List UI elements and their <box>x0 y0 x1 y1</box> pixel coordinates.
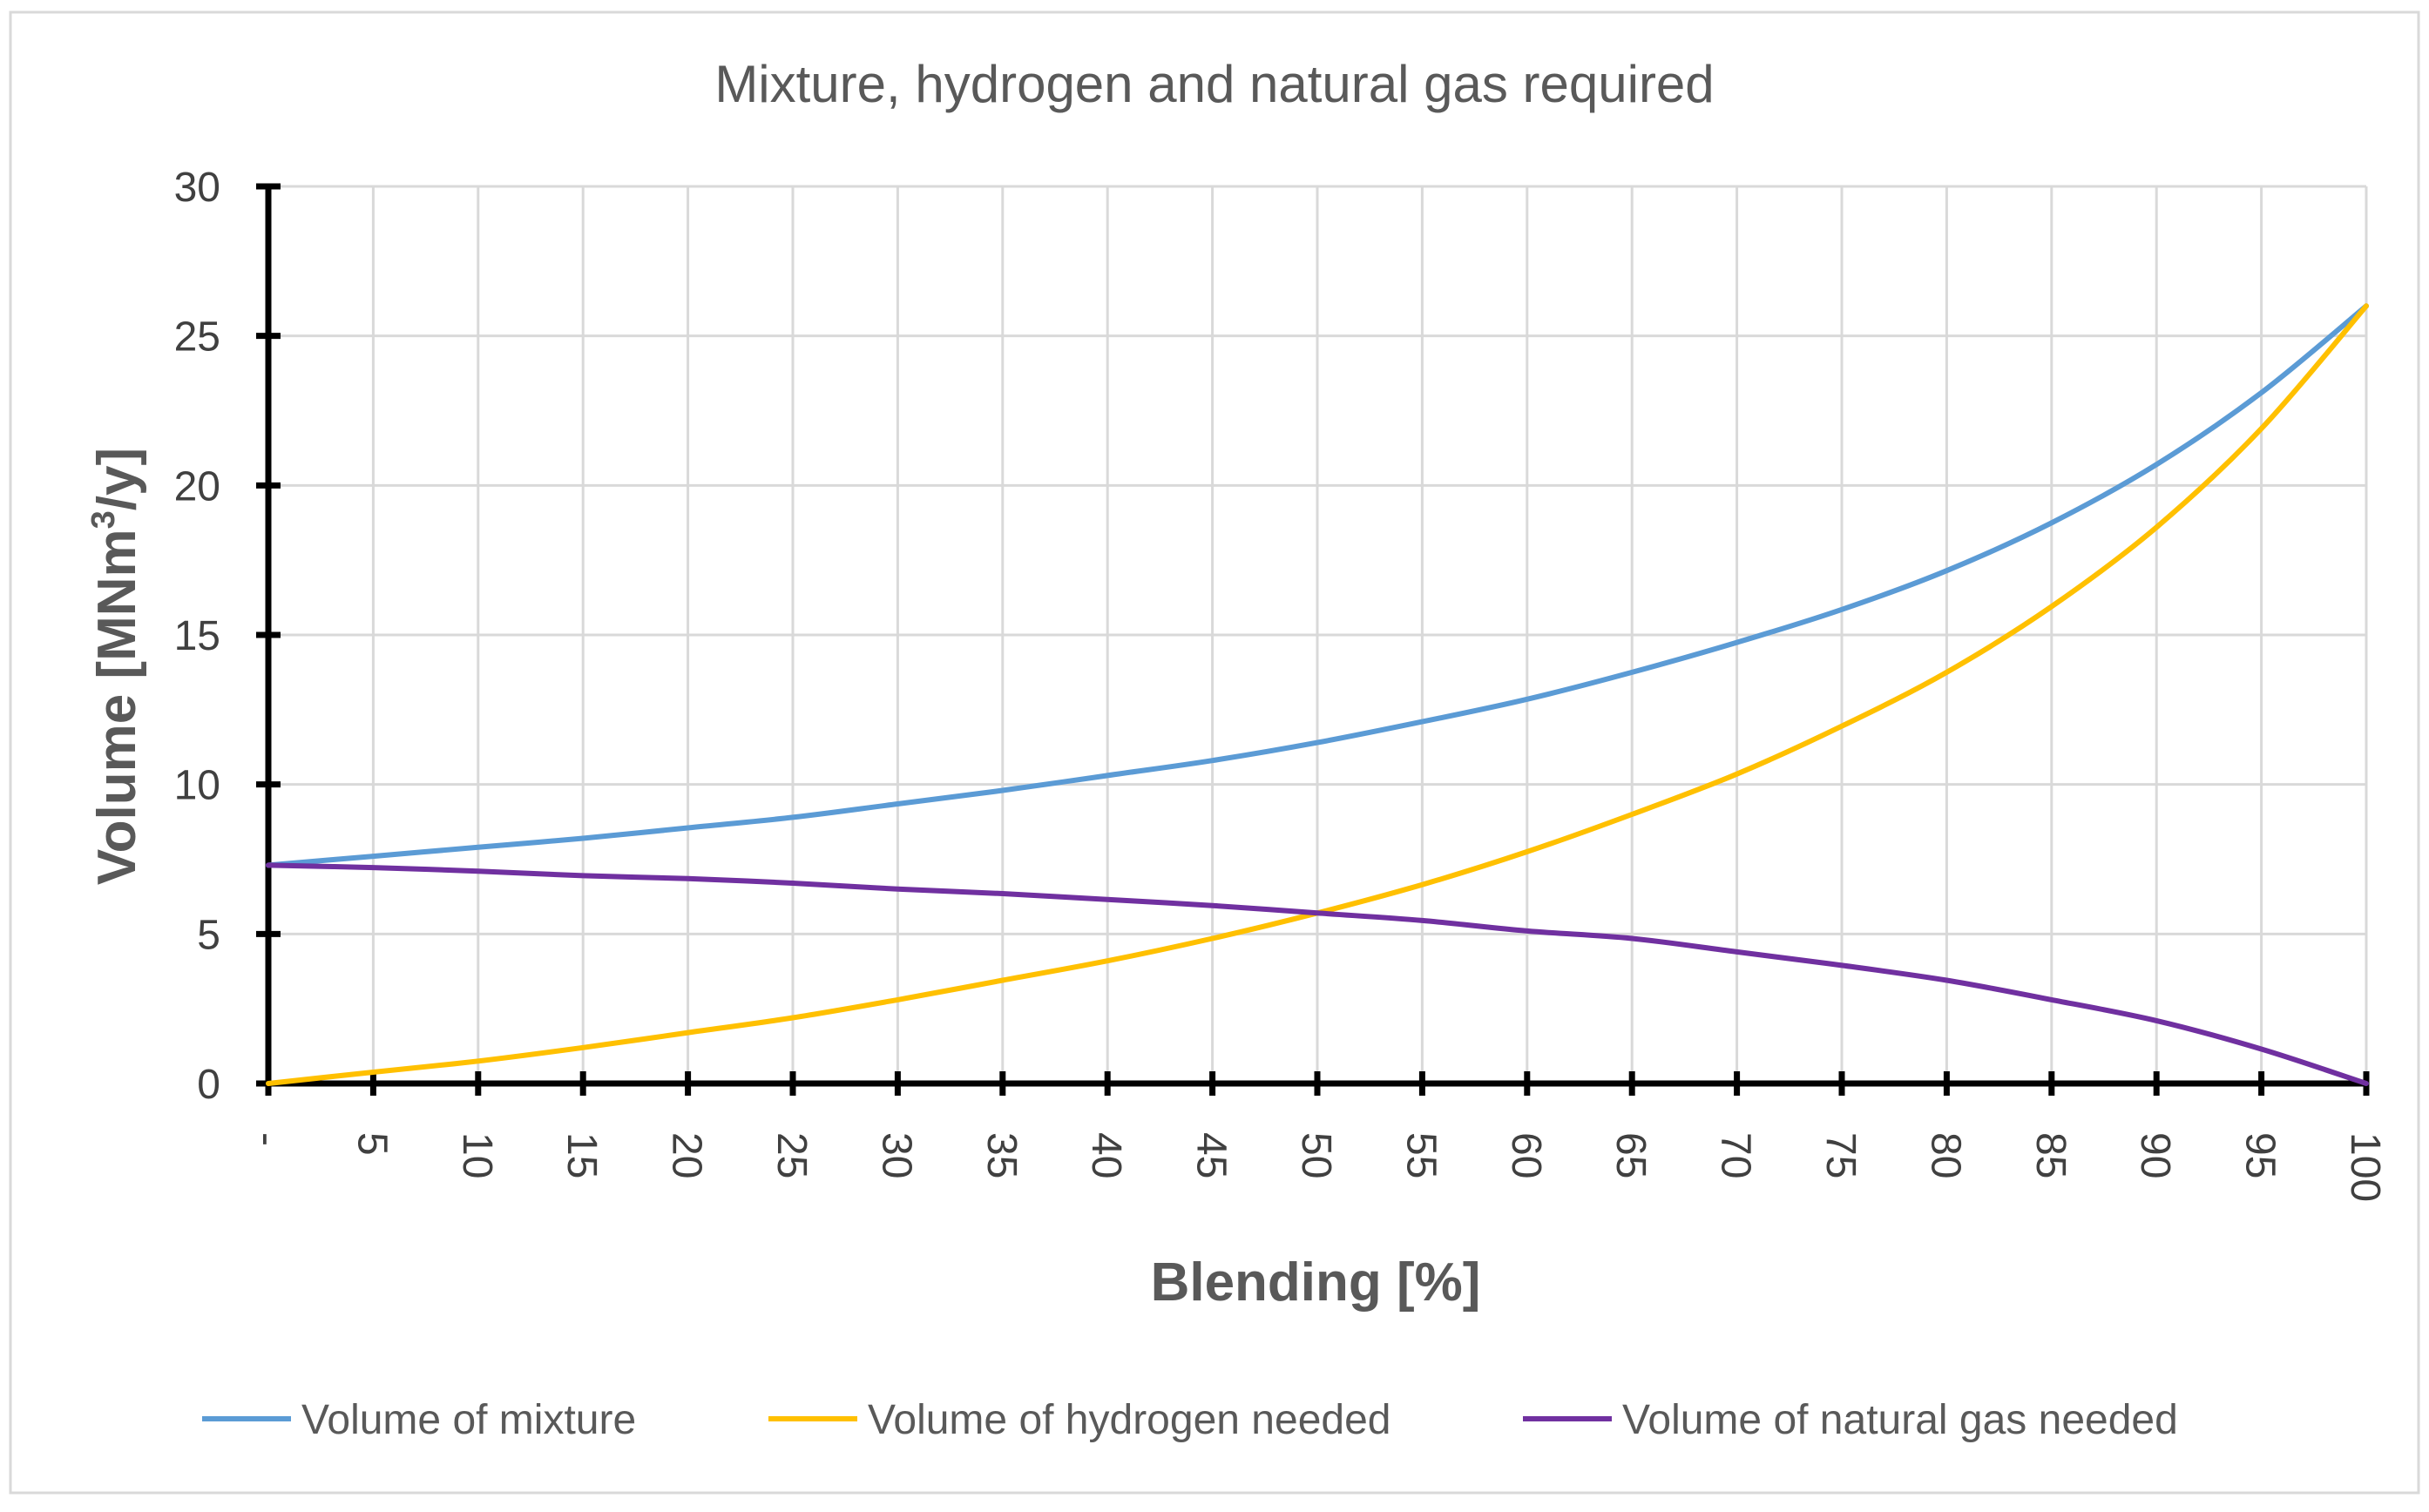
y-tick-label: 0 <box>197 1062 220 1108</box>
y-tick-label: 30 <box>174 165 220 211</box>
x-tick-labels: - 5 10 15 20 25 30 35 40 45 50 55 60 65 70 75 80 85 90 95 10… <box>244 1132 2388 1202</box>
series-line-mixture <box>266 303 2369 868</box>
x-tick-label: 65 <box>1607 1132 1654 1178</box>
y-tick-label: 10 <box>174 763 220 809</box>
y-axis-label-main: Volume [MNm <box>87 529 147 885</box>
y-axis-label-superscript: 3 <box>85 510 122 529</box>
legend-item-hydrogen: Volume of hydrogen needed <box>768 1397 1390 1443</box>
x-tick-label: 95 <box>2237 1132 2284 1178</box>
chart-title: Mixture, hydrogen and natural gas requir… <box>714 55 1714 113</box>
x-tick-label: 25 <box>768 1132 815 1178</box>
series-line-hydrogen <box>266 303 2369 1086</box>
y-tick-labels: 0 5 10 15 20 25 30 <box>174 165 220 1108</box>
series-line-natural-gas <box>266 862 2369 1086</box>
legend-item-mixture: Volume of mixture <box>202 1397 636 1443</box>
chart-border <box>9 10 2420 1495</box>
legend-item-natural-gas: Volume of natural gas needed <box>1523 1397 2178 1443</box>
legend-label: Volume of hydrogen needed <box>868 1397 1390 1443</box>
x-tick-label: 20 <box>664 1132 710 1178</box>
x-tick-label: 40 <box>1083 1132 1129 1178</box>
y-tick-label: 15 <box>174 613 220 659</box>
x-tick-label: 10 <box>454 1132 500 1178</box>
y-axis-label: Volume [MNm3/y] <box>85 448 147 885</box>
x-tick-label: 100 <box>2342 1132 2388 1202</box>
x-tick-label: 35 <box>978 1132 1025 1178</box>
x-tick-label: 55 <box>1397 1132 1444 1178</box>
x-tick-label: 60 <box>1503 1132 1549 1178</box>
x-tick-label: 50 <box>1293 1132 1339 1178</box>
x-axis-label: Blending [%] <box>1151 1252 1481 1313</box>
y-tick-label: 5 <box>197 912 220 958</box>
x-tick-label: 85 <box>2027 1132 2074 1178</box>
x-tick-label: 30 <box>873 1132 919 1178</box>
y-axis-label-end: /y] <box>87 448 147 510</box>
x-tick-label: 45 <box>1188 1132 1235 1178</box>
x-tick-label: 70 <box>1713 1132 1759 1178</box>
x-tick-label: 15 <box>558 1132 605 1178</box>
legend-label: Volume of mixture <box>301 1397 636 1443</box>
y-tick-label: 20 <box>174 463 220 510</box>
x-tick-label: 90 <box>2132 1132 2178 1178</box>
y-tick-label: 25 <box>174 314 220 361</box>
x-tick-label: 80 <box>1922 1132 1968 1178</box>
x-tick-label: 75 <box>1817 1132 1864 1178</box>
legend: Volume of mixture Volume of hydrogen need… <box>202 1397 2178 1443</box>
gridlines <box>268 185 2368 1083</box>
legend-label: Volume of natural gas needed <box>1622 1397 2178 1443</box>
series-lines <box>266 303 2369 1086</box>
x-tick-label: 5 <box>348 1132 395 1156</box>
x-tick-label: - <box>244 1132 290 1146</box>
